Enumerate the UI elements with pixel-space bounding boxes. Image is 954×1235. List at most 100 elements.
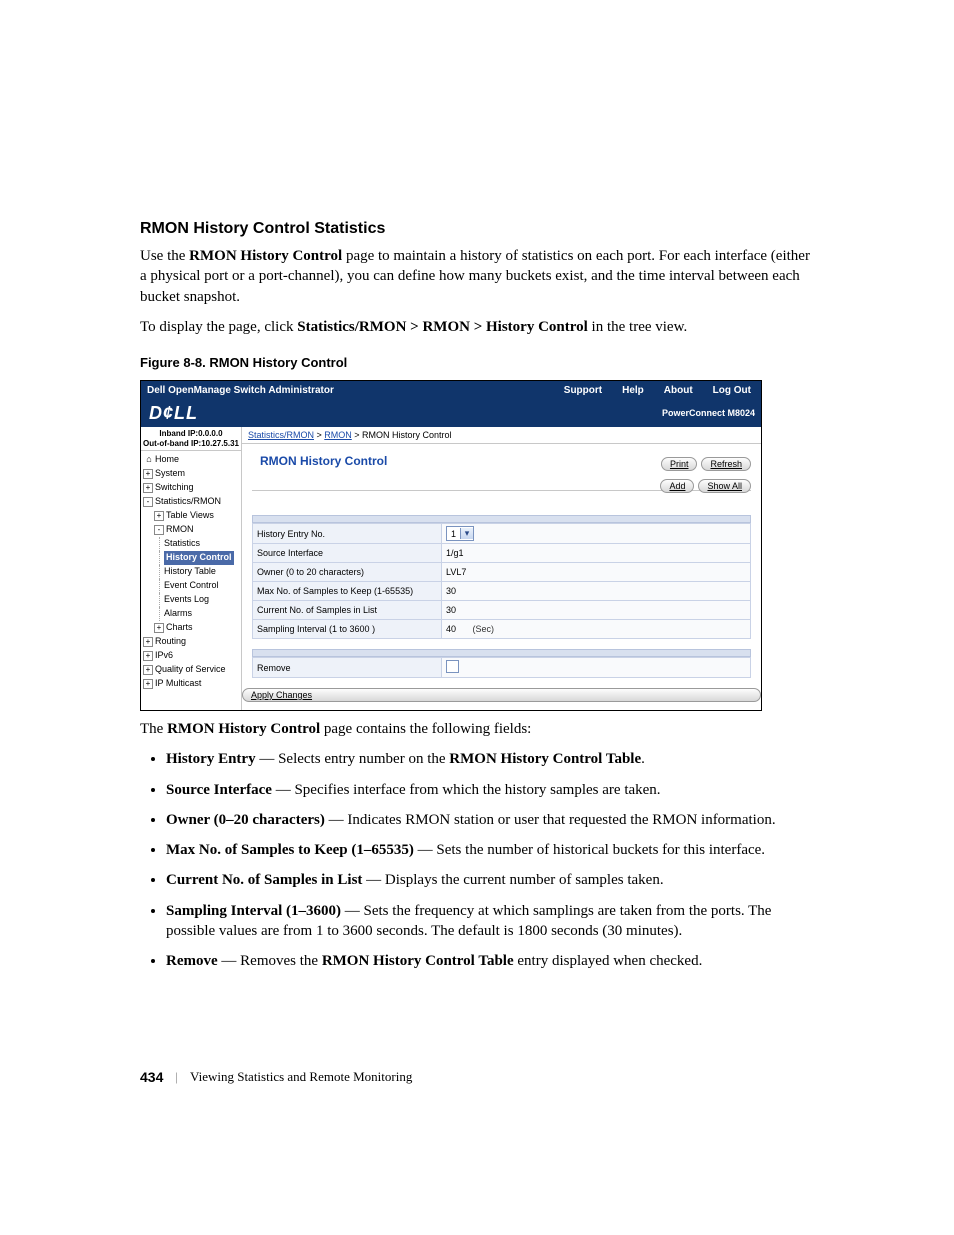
menu-support[interactable]: Support <box>554 385 612 396</box>
label-current-samples: Current No. of Samples in List <box>253 601 442 620</box>
oob-ip: Out-of-band IP:10.27.5.31 <box>141 439 241 449</box>
collapse-icon[interactable]: - <box>154 525 164 535</box>
label-max-samples: Max No. of Samples to Keep (1-65535) <box>253 582 442 601</box>
remove-table: Remove <box>252 657 751 678</box>
crumb-stats-rmon[interactable]: Statistics/RMON <box>248 430 314 440</box>
value-sampling-interval: 40 <box>446 624 456 634</box>
main-panel: Statistics/RMON > RMON > RMON History Co… <box>242 427 761 710</box>
tree-history-control-label: History Control <box>164 551 234 565</box>
tree-charts-label: Charts <box>166 621 193 635</box>
tree-qos[interactable]: +Quality of Service <box>141 663 241 677</box>
tree-alarms[interactable]: Alarms <box>141 607 241 621</box>
list-item: Owner (0–20 characters) — Indicates RMON… <box>166 810 814 830</box>
apply-changes-button[interactable]: Apply Changes <box>242 688 761 702</box>
expand-icon[interactable]: + <box>143 665 153 675</box>
label-owner: Owner (0 to 20 characters) <box>253 563 442 582</box>
tree-table-views[interactable]: +Table Views <box>141 509 241 523</box>
tree-alarms-label: Alarms <box>164 607 192 621</box>
field-name: History Entry <box>166 751 256 767</box>
window-titlebar: Dell OpenManage Switch Administrator Sup… <box>141 381 761 399</box>
menu-logout[interactable]: Log Out <box>703 385 761 396</box>
expand-icon[interactable]: + <box>143 679 153 689</box>
tree-home[interactable]: ⌂Home <box>141 453 241 467</box>
footer-title: Viewing Statistics and Remote Monitoring <box>190 1069 412 1085</box>
menu-about[interactable]: About <box>654 385 703 396</box>
tree-events-log[interactable]: Events Log <box>141 593 241 607</box>
tree-history-table[interactable]: History Table <box>141 565 241 579</box>
sidebar: Inband IP:0.0.0.0 Out-of-band IP:10.27.5… <box>141 427 242 710</box>
expand-icon[interactable]: + <box>143 651 153 661</box>
field-text: — Indicates RMON station or user that re… <box>325 812 776 828</box>
tree-switching[interactable]: +Switching <box>141 481 241 495</box>
tree-ipv6[interactable]: +IPv6 <box>141 649 241 663</box>
tree-ipmc-label: IP Multicast <box>155 677 201 691</box>
print-button[interactable]: Print <box>661 457 698 471</box>
field-ref: RMON History Control Table <box>322 953 514 969</box>
row-max-samples: Max No. of Samples to Keep (1-65535) 30 <box>253 582 751 601</box>
remove-panel: Remove <box>252 649 751 678</box>
field-text: — Specifies interface from which the his… <box>272 782 661 798</box>
figure-caption: Figure 8-8. RMON History Control <box>140 355 814 370</box>
label-source-interface: Source Interface <box>253 544 442 563</box>
top-menu: Support Help About Log Out <box>554 385 761 396</box>
list-item: Source Interface — Specifies interface f… <box>166 780 814 800</box>
expand-icon[interactable]: + <box>154 623 164 633</box>
expand-icon[interactable]: + <box>154 511 164 521</box>
tree-qos-label: Quality of Service <box>155 663 226 677</box>
add-button[interactable]: Add <box>660 479 694 493</box>
field-text: — Selects entry number on the <box>256 751 450 767</box>
tree-routing[interactable]: +Routing <box>141 635 241 649</box>
tree-stats-rmon[interactable]: -Statistics/RMON <box>141 495 241 509</box>
tree-routing-label: Routing <box>155 635 186 649</box>
remove-checkbox[interactable] <box>446 660 459 673</box>
intro-paragraph: Use the RMON History Control page to mai… <box>140 246 814 307</box>
tree-ipv6-label: IPv6 <box>155 649 173 663</box>
inband-ip: Inband IP:0.0.0.0 <box>141 429 241 439</box>
row-owner: Owner (0 to 20 characters) LVL7 <box>253 563 751 582</box>
expand-icon[interactable]: + <box>143 469 153 479</box>
tree-stats-label: Statistics/RMON <box>155 495 221 509</box>
screenshot: Dell OpenManage Switch Administrator Sup… <box>140 380 762 711</box>
menu-help[interactable]: Help <box>612 385 654 396</box>
panel-header-bar <box>252 515 751 523</box>
field-name: Source Interface <box>166 782 272 798</box>
footer-separator: | <box>175 1069 178 1085</box>
crumb-rmon[interactable]: RMON <box>324 430 352 440</box>
field-name: Current No. of Samples in List <box>166 872 362 888</box>
field-name: Owner (0–20 characters) <box>166 812 325 828</box>
brand-row: D¢LL PowerConnect M8024 <box>141 399 761 427</box>
refresh-button[interactable]: Refresh <box>701 457 751 471</box>
tree-event-control[interactable]: Event Control <box>141 579 241 593</box>
tree-system[interactable]: +System <box>141 467 241 481</box>
tree-history-control[interactable]: History Control <box>141 551 241 565</box>
unit-sec: (Sec) <box>459 624 495 634</box>
history-entry-select[interactable]: 1 ▾ <box>446 526 474 541</box>
tree-statistics[interactable]: Statistics <box>141 537 241 551</box>
value-source-interface: 1/g1 <box>442 544 751 563</box>
crumb-current: RMON History Control <box>362 430 452 440</box>
ip-box: Inband IP:0.0.0.0 Out-of-band IP:10.27.5… <box>141 427 241 451</box>
tree-ip-multicast[interactable]: +IP Multicast <box>141 677 241 691</box>
after-fig-bold: RMON History Control <box>167 721 320 737</box>
tree-charts[interactable]: +Charts <box>141 621 241 635</box>
expand-icon[interactable]: + <box>143 483 153 493</box>
tree-history-table-label: History Table <box>164 565 216 579</box>
list-item: Max No. of Samples to Keep (1–65535) — S… <box>166 840 814 860</box>
nav-pre: To display the page, click <box>140 319 297 335</box>
tree-rmon-label: RMON <box>166 523 194 537</box>
section-heading: RMON History Control Statistics <box>140 220 814 238</box>
tree-home-label: Home <box>155 453 179 467</box>
list-item: Sampling Interval (1–3600) — Sets the fr… <box>166 901 814 942</box>
field-tail: entry displayed when checked. <box>514 953 703 969</box>
list-item: History Entry — Selects entry number on … <box>166 749 814 769</box>
field-name: Max No. of Samples to Keep (1–65535) <box>166 842 414 858</box>
form-table: History Entry No. 1 ▾ Source Interface 1… <box>252 523 751 639</box>
nav-post: in the tree view. <box>588 319 687 335</box>
tree-rmon[interactable]: -RMON <box>141 523 241 537</box>
show-all-button[interactable]: Show All <box>698 479 751 493</box>
collapse-icon[interactable]: - <box>143 497 153 507</box>
field-text: — Sets the number of historical buckets … <box>414 842 765 858</box>
nav-tree: ⌂Home +System +Switching -Statistics/RMO… <box>141 451 241 696</box>
expand-icon[interactable]: + <box>143 637 153 647</box>
field-ref: RMON History Control Table <box>449 751 641 767</box>
